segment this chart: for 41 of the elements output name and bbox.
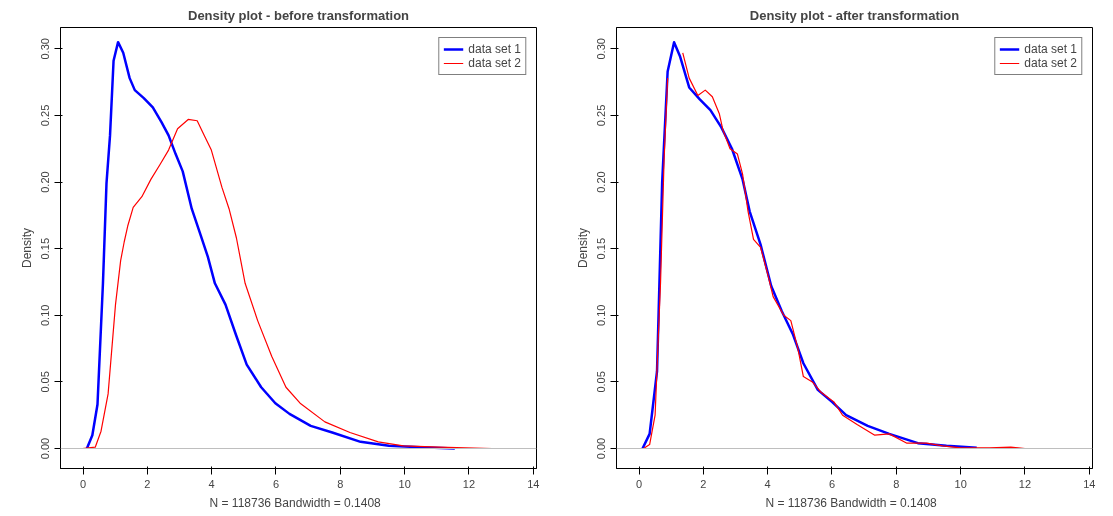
chart-title: Density plot - after transformation (749, 7, 960, 23)
x-tick-label: 12 (1018, 477, 1032, 490)
y-tick-label: 0.05 (595, 371, 608, 393)
x-tick-label: 4 (208, 477, 215, 490)
y-tick-label: 0.25 (39, 104, 52, 127)
x-tick-label: 10 (398, 477, 411, 490)
x-tick-label: 6 (828, 477, 836, 490)
x-axis-title: N = 118736 Bandwidth = 0.1408 (209, 495, 382, 510)
x-tick-label: 2 (700, 477, 707, 490)
chart-title: Density plot - before transformation (187, 7, 410, 23)
y-tick-label: 0.20 (39, 171, 52, 193)
y-tick-label: 0.00 (39, 437, 52, 460)
y-axis-title: Density (575, 227, 590, 269)
y-tick-label: 0.15 (39, 237, 52, 260)
y-axis-title: Density (19, 227, 34, 269)
x-tick-label: 12 (462, 477, 476, 490)
x-tick-label: 2 (144, 477, 151, 490)
legend-label: data set 2 (1024, 56, 1077, 70)
y-tick-label: 0.15 (595, 237, 608, 260)
y-tick-label: 0.00 (595, 437, 608, 460)
x-tick-label: 4 (764, 477, 771, 490)
x-tick-label: 10 (954, 477, 967, 490)
x-tick-label: 0 (635, 477, 643, 490)
legend-label: data set 1 (1024, 42, 1077, 56)
x-tick-label: 14 (1083, 477, 1096, 490)
y-tick-label: 0.10 (39, 304, 52, 326)
x-axis-title: N = 118736 Bandwidth = 0.1408 (765, 495, 938, 510)
y-tick-label: 0.20 (595, 171, 608, 193)
x-tick-label: 14 (527, 477, 540, 490)
y-tick-label: 0.05 (39, 371, 52, 393)
legend-label: data set 1 (468, 42, 521, 56)
x-tick-label: 6 (272, 477, 280, 490)
x-tick-label: 8 (337, 477, 344, 490)
x-tick-label: 0 (79, 477, 87, 490)
y-tick-label: 0.30 (39, 38, 52, 60)
legend-label: data set 2 (468, 56, 521, 70)
y-tick-label: 0.10 (595, 304, 608, 326)
x-tick-label: 8 (893, 477, 900, 490)
line-series (85, 40, 457, 450)
y-tick-label: 0.30 (595, 38, 608, 60)
y-tick-label: 0.25 (595, 104, 608, 127)
